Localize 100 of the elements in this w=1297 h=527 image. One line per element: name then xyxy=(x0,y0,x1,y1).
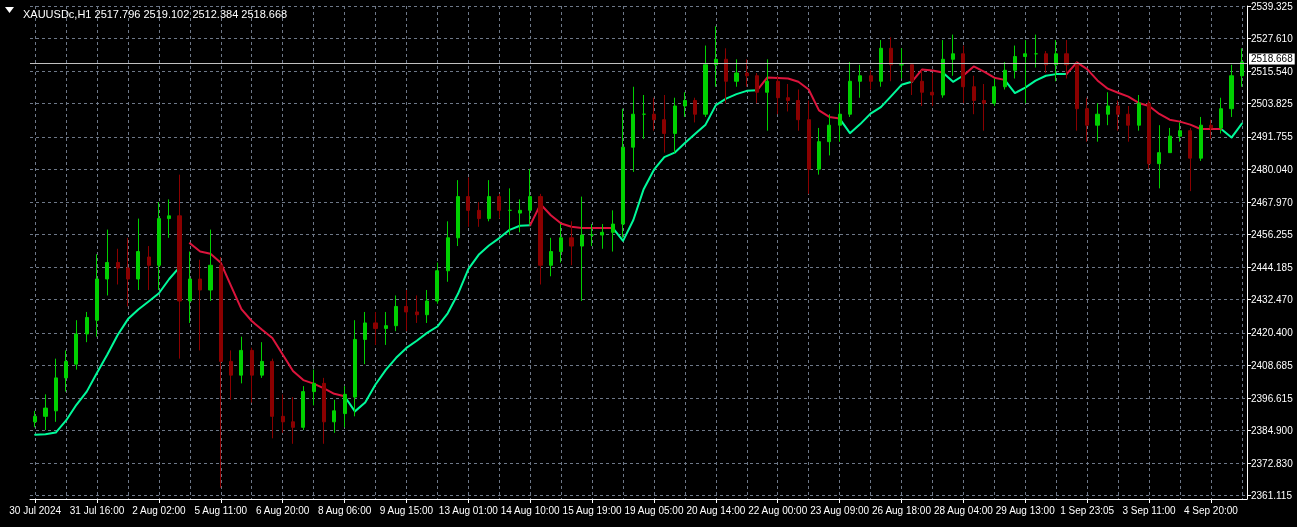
candlestick xyxy=(343,385,347,428)
candlestick xyxy=(1168,127,1172,154)
x-tick-label: 5 Aug 11:00 xyxy=(194,504,248,516)
candlestick xyxy=(683,91,687,118)
x-tick-label: 22 Aug 00:00 xyxy=(748,504,808,516)
candlestick xyxy=(889,36,893,82)
candlestick xyxy=(312,369,316,406)
candlestick xyxy=(1095,102,1100,143)
candlestick xyxy=(838,102,842,143)
candlestick xyxy=(394,294,398,332)
y-tick-label: 2420.400 xyxy=(1251,327,1294,339)
candlestick xyxy=(95,253,99,338)
candlestick xyxy=(363,311,367,365)
y-tick-label: 2539.325 xyxy=(1251,0,1294,12)
candlestick xyxy=(1147,99,1151,170)
candlestick xyxy=(600,223,604,250)
x-tick-label: 23 Aug 09:00 xyxy=(810,504,870,516)
candlestick xyxy=(446,220,450,283)
candlestick xyxy=(848,61,852,118)
candlestick xyxy=(1126,105,1130,143)
candlestick xyxy=(208,229,213,302)
candlestick xyxy=(899,47,904,80)
candlestick xyxy=(776,75,780,115)
candlestick xyxy=(879,39,883,88)
candlestick xyxy=(425,289,429,324)
ref-line-label: 2518.668 xyxy=(1251,53,1294,65)
candlestick xyxy=(1229,64,1234,118)
candlestick xyxy=(518,198,522,233)
x-tick-label: 4 Sep 20:00 xyxy=(1183,504,1239,516)
candlestick xyxy=(384,311,388,346)
candlestick xyxy=(786,83,790,112)
candlestick xyxy=(910,64,914,96)
candlestick xyxy=(1003,61,1007,90)
candlestick xyxy=(322,377,326,445)
candlestick xyxy=(1209,119,1213,140)
x-tick-label: 28 Aug 04:00 xyxy=(933,504,994,516)
candlestick xyxy=(930,72,934,107)
candlestick xyxy=(250,347,254,404)
y-tick-label: 2361.115 xyxy=(1251,490,1293,502)
candlestick xyxy=(1075,61,1079,132)
x-tick-label: 2 Aug 02:00 xyxy=(132,504,187,516)
candlestick xyxy=(982,83,986,132)
candlestick xyxy=(1044,50,1048,74)
candlestick xyxy=(1106,91,1110,126)
x-tick-label: 1 Sep 23:05 xyxy=(1060,504,1115,516)
y-tick-label: 2384.900 xyxy=(1251,424,1294,436)
candlestick xyxy=(827,113,831,156)
candlestick xyxy=(332,399,336,434)
candlestick xyxy=(951,34,955,77)
candlestick xyxy=(920,69,924,107)
candlestick xyxy=(466,176,470,228)
candlestick xyxy=(487,179,491,222)
y-tick-label: 2456.255 xyxy=(1251,228,1294,240)
candlestick xyxy=(642,94,646,140)
candlestick xyxy=(673,97,677,154)
candlestick xyxy=(1157,124,1161,189)
candlestick xyxy=(1013,45,1017,80)
candlestick xyxy=(817,127,821,176)
candlestick xyxy=(477,201,481,228)
candlestick xyxy=(353,319,357,417)
candlestick xyxy=(1064,39,1069,80)
y-tick-label: 2491.755 xyxy=(1251,131,1294,143)
candlestick xyxy=(281,393,285,434)
candlestick xyxy=(64,349,68,393)
y-tick-label: 2480.040 xyxy=(1251,163,1294,175)
x-tick-label: 13 Aug 01:00 xyxy=(438,504,499,516)
y-tick-label: 2444.185 xyxy=(1251,262,1294,274)
x-tick-label: 20 Aug 14:00 xyxy=(686,504,746,516)
candlestick xyxy=(755,72,759,104)
candlestick xyxy=(1023,39,1027,104)
y-tick-label: 2467.970 xyxy=(1251,196,1294,208)
x-tick-label: 9 Aug 15:00 xyxy=(379,504,434,516)
candlestick xyxy=(116,248,120,285)
candlestick xyxy=(693,97,697,123)
candlestick xyxy=(157,201,161,291)
candlestick xyxy=(961,45,965,104)
candlestick xyxy=(611,209,615,253)
candlestick xyxy=(167,198,171,239)
candlestick xyxy=(54,358,58,423)
y-tick-label: 2503.825 xyxy=(1251,98,1294,110)
candlestick xyxy=(1116,99,1120,132)
x-tick-label: 14 Aug 10:00 xyxy=(500,504,561,516)
candlestick xyxy=(972,75,976,115)
candlestick xyxy=(85,311,89,343)
candlestick xyxy=(631,86,635,173)
candlestick xyxy=(126,237,130,307)
candlestick xyxy=(745,58,749,88)
x-tick-label: 31 Jul 16:00 xyxy=(69,504,125,516)
x-tick-label: 30 Jul 2024 xyxy=(9,504,62,516)
y-tick-label: 2408.685 xyxy=(1251,359,1294,371)
candlestick xyxy=(714,25,718,88)
candlestick xyxy=(260,341,264,379)
candlestick xyxy=(1178,121,1182,143)
x-tick-label: 19 Aug 05:00 xyxy=(624,504,684,516)
candlestick xyxy=(1034,34,1038,69)
candlestick xyxy=(807,99,811,195)
candlestick xyxy=(1240,47,1244,88)
candlestick xyxy=(105,229,109,296)
candlestick xyxy=(198,259,202,351)
candlestick xyxy=(621,108,625,239)
